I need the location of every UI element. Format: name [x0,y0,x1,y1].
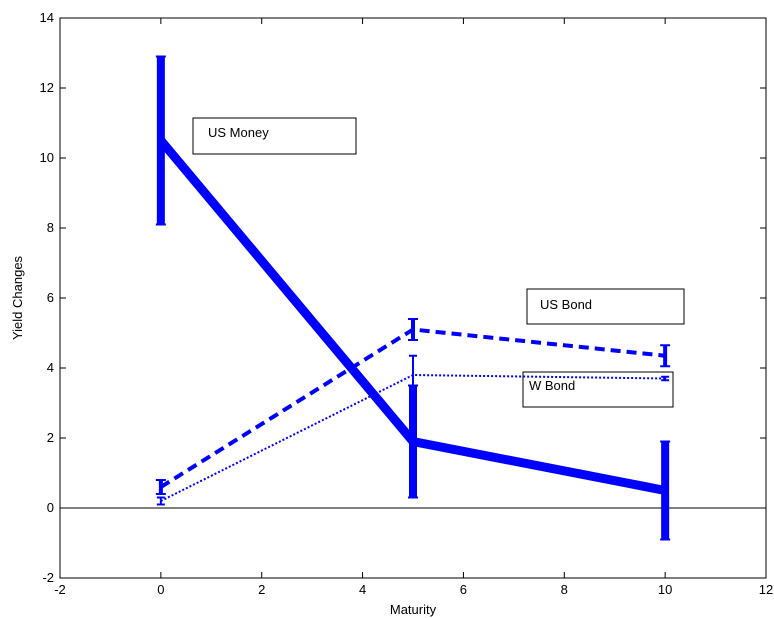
annotation-us-money-label: US Money [208,125,269,140]
x-tick-label: -2 [54,582,66,597]
series-us-bond [155,318,671,495]
x-tick-label: 6 [460,582,467,597]
y-tick-label: 2 [47,430,54,445]
y-tick-label: 8 [47,220,54,235]
annotation-us-money: US Money [192,117,357,155]
y-axis: -2 0 2 4 6 8 10 12 14 [40,10,766,585]
x-tick-label: 12 [759,582,773,597]
x-axis: -2 0 2 4 6 8 10 12 [54,18,773,597]
x-axis-label: Maturity [390,602,437,617]
annotation-us-bond: US Bond [526,288,685,325]
y-tick-label: 12 [40,80,54,95]
x-tick-label: 4 [359,582,366,597]
y-tick-label: 4 [47,360,54,375]
x-tick-label: 10 [658,582,672,597]
series-us-money [155,55,671,541]
x-tick-label: 8 [561,582,568,597]
y-tick-label: 0 [47,500,54,515]
y-axis-label: Yield Changes [10,255,25,340]
x-tick-label: 2 [258,582,265,597]
y-tick-label: -2 [42,570,54,585]
y-tick-label: 14 [40,10,54,25]
series-top [155,55,671,541]
series-w-bond [156,354,670,506]
x-tick-label: 0 [157,582,164,597]
annotation-w-bond: W Bond [522,371,674,408]
y-tick-label: 6 [47,290,54,305]
annotation-us-bond-label: US Bond [540,297,592,312]
annotation-w-bond-label: W Bond [529,378,575,393]
y-tick-label: 10 [40,150,54,165]
